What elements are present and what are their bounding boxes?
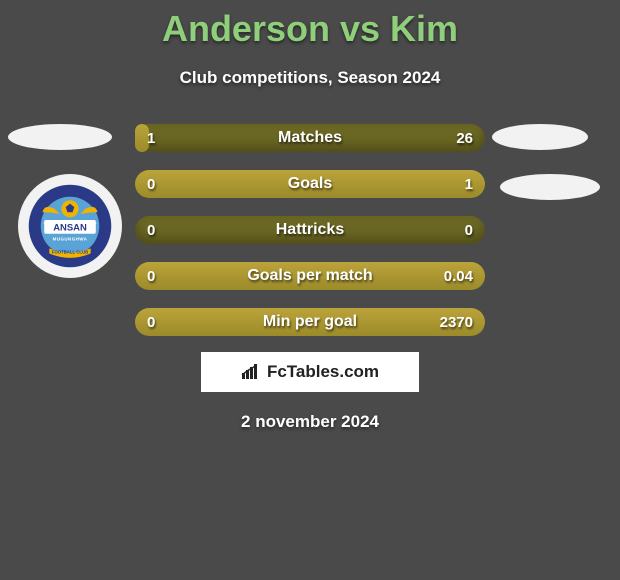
stat-right-value: 2370 (440, 308, 473, 336)
oval-decor (8, 124, 112, 150)
stat-label: Hattricks (135, 216, 485, 244)
stat-bar-hattricks: 0 Hattricks 0 (135, 216, 485, 244)
stat-bars: 1 Matches 26 0 Goals 1 0 Hattricks 0 0 G… (135, 124, 485, 354)
svg-text:★: ★ (91, 220, 97, 228)
footer-wrap: FcTables.com 2 november 2024 (0, 352, 620, 432)
stat-bar-matches: 1 Matches 26 (135, 124, 485, 152)
stat-right-value: 1 (465, 170, 473, 198)
stat-bar-goals: 0 Goals 1 (135, 170, 485, 198)
stat-right-value: 0.04 (444, 262, 473, 290)
crest-footer: FOOTBALL CLUB (52, 250, 88, 255)
stat-label: Goals (135, 170, 485, 198)
brand-text: FcTables.com (267, 362, 379, 382)
stat-label: Goals per match (135, 262, 485, 290)
stat-label: Min per goal (135, 308, 485, 336)
page-title: Anderson vs Kim (0, 0, 620, 50)
stat-label: Matches (135, 124, 485, 152)
oval-decor (500, 174, 600, 200)
svg-text:★: ★ (43, 220, 49, 228)
stat-bar-min-per-goal: 0 Min per goal 2370 (135, 308, 485, 336)
page-subtitle: Club competitions, Season 2024 (0, 68, 620, 88)
brand-box: FcTables.com (201, 352, 419, 392)
club-badge: ANSAN MUGUNGHWA FOOTBALL CLUB ★ ★ (18, 174, 122, 278)
stat-bar-goals-per-match: 0 Goals per match 0.04 (135, 262, 485, 290)
stat-right-value: 26 (456, 124, 473, 152)
oval-decor (492, 124, 588, 150)
bar-chart-icon (241, 364, 261, 380)
crest-text-top: ANSAN (53, 222, 87, 233)
stat-right-value: 0 (465, 216, 473, 244)
club-crest-icon: ANSAN MUGUNGHWA FOOTBALL CLUB ★ ★ (27, 183, 113, 269)
date-text: 2 november 2024 (0, 412, 620, 432)
crest-text-bottom: MUGUNGHWA (53, 237, 88, 242)
